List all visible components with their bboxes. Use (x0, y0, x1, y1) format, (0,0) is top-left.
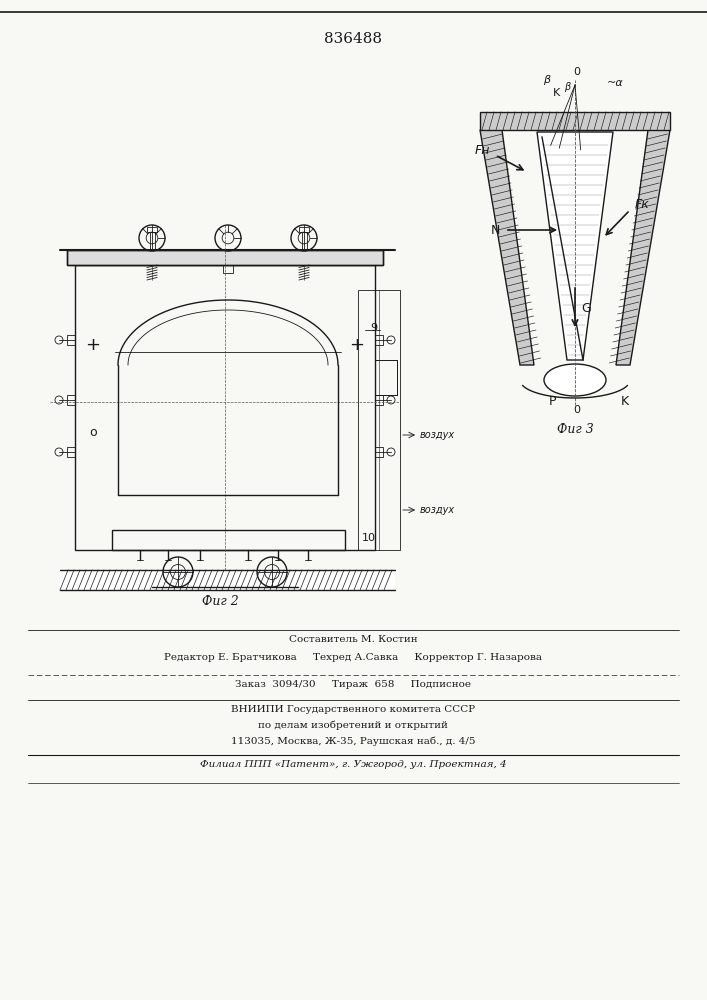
Bar (67, 250, 383, 265)
Text: Фиг 2: Фиг 2 (201, 595, 238, 608)
Text: P: P (549, 395, 556, 408)
Text: Филиал ППП «Патент», г. Ужгород, ул. Проектная, 4: Филиал ППП «Патент», г. Ужгород, ул. Про… (199, 760, 506, 769)
Bar (375, 360, 397, 395)
Text: +: + (349, 336, 365, 354)
Bar (375, 447, 383, 457)
Bar (67, 335, 75, 345)
Text: Заказ  3094/30     Тираж  658     Подписное: Заказ 3094/30 Тираж 658 Подписное (235, 680, 471, 689)
Polygon shape (480, 130, 534, 365)
Text: Редактор Е. Братчикова     Техред А.Савка     Корректор Г. Назарова: Редактор Е. Братчикова Техред А.Савка Ко… (164, 653, 542, 662)
Text: 0: 0 (573, 405, 580, 415)
Text: 0: 0 (573, 67, 580, 77)
Text: воздух: воздух (420, 430, 455, 440)
Text: 113035, Москва, Ж-35, Раушская наб., д. 4/5: 113035, Москва, Ж-35, Раушская наб., д. … (230, 737, 475, 746)
Text: +: + (86, 336, 100, 354)
Text: G: G (581, 302, 591, 314)
Text: ~α: ~α (607, 78, 624, 88)
Bar (75, 265, 375, 550)
Bar (302, 232, 307, 250)
Text: K: K (621, 395, 629, 408)
Text: o: o (89, 426, 97, 438)
Text: β: β (564, 82, 570, 92)
Text: K: K (554, 88, 561, 98)
Text: Фиг 3: Фиг 3 (556, 423, 593, 436)
Bar (67, 250, 383, 265)
Text: по делам изобретений и открытий: по делам изобретений и открытий (258, 721, 448, 730)
Text: Fк: Fк (635, 198, 650, 212)
Text: 9: 9 (370, 323, 377, 333)
Polygon shape (537, 132, 613, 360)
Text: β: β (544, 75, 551, 85)
Bar (67, 395, 75, 405)
Bar (375, 335, 383, 345)
Bar (150, 232, 155, 250)
Text: ВНИИПИ Государственного комитета СССР: ВНИИПИ Государственного комитета СССР (231, 705, 475, 714)
Bar (375, 360, 397, 395)
Text: воздух: воздух (420, 505, 455, 515)
Bar (223, 265, 233, 273)
Bar (112, 530, 345, 550)
Polygon shape (480, 112, 670, 130)
Polygon shape (616, 130, 670, 365)
Ellipse shape (544, 364, 606, 396)
Bar (358, 290, 400, 550)
Bar (67, 447, 75, 457)
Text: Fн: Fн (474, 143, 490, 156)
Bar (147, 227, 157, 232)
Text: Составитель М. Костин: Составитель М. Костин (288, 635, 417, 644)
Text: 836488: 836488 (324, 32, 382, 46)
Text: N: N (491, 224, 500, 236)
Bar (299, 227, 309, 232)
Bar (375, 395, 383, 405)
Text: 10: 10 (362, 533, 376, 543)
Bar (60, 570, 395, 590)
